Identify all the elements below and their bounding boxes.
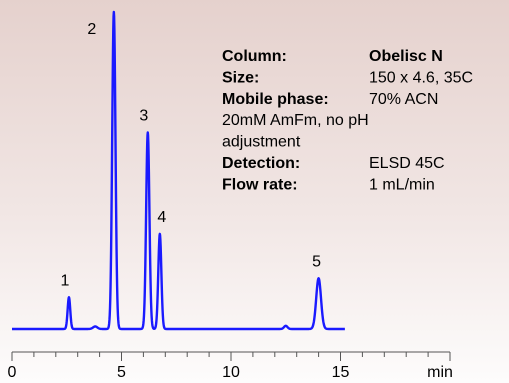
annotation-key: Flow rate: — [222, 176, 298, 193]
x-axis-unit-label: min — [427, 364, 453, 381]
peak-label: 2 — [87, 21, 96, 38]
peak-labels: 1 2 3 4 5 — [60, 21, 321, 289]
x-tick-label: 0 — [8, 364, 17, 381]
annotation-key: Size: — [222, 69, 259, 86]
peak-label: 3 — [139, 107, 148, 124]
annotation-key: Column: — [222, 48, 287, 65]
annotation-value: ELSD 45C — [369, 155, 445, 172]
annotation-value: 1 mL/min — [369, 176, 435, 193]
annotation-value: adjustment — [222, 134, 301, 151]
peak-label: 1 — [60, 272, 69, 289]
x-axis: 0 5 10 15 min — [8, 351, 453, 381]
annotation-value: 70% ACN — [369, 91, 438, 108]
annotation-value: 150 x 4.6, 35C — [369, 69, 473, 86]
method-annotation: Column: Obelisc N Size: 150 x 4.6, 35C Mobil… — [222, 48, 473, 193]
trace-layer — [11, 10, 346, 331]
annotation-key: Mobile phase: — [222, 91, 329, 108]
x-tick-label: 10 — [222, 364, 240, 381]
x-tick-label: 15 — [332, 364, 350, 381]
x-tick-label: 5 — [117, 364, 126, 381]
chromatogram-trace — [11, 10, 346, 331]
peak-label: 5 — [312, 253, 321, 270]
annotation-value: Obelisc N — [369, 48, 443, 65]
annotation-value: 20mM AmFm, no pH — [222, 112, 369, 129]
peak-label: 4 — [157, 209, 166, 226]
annotation-key: Detection: — [222, 155, 300, 172]
